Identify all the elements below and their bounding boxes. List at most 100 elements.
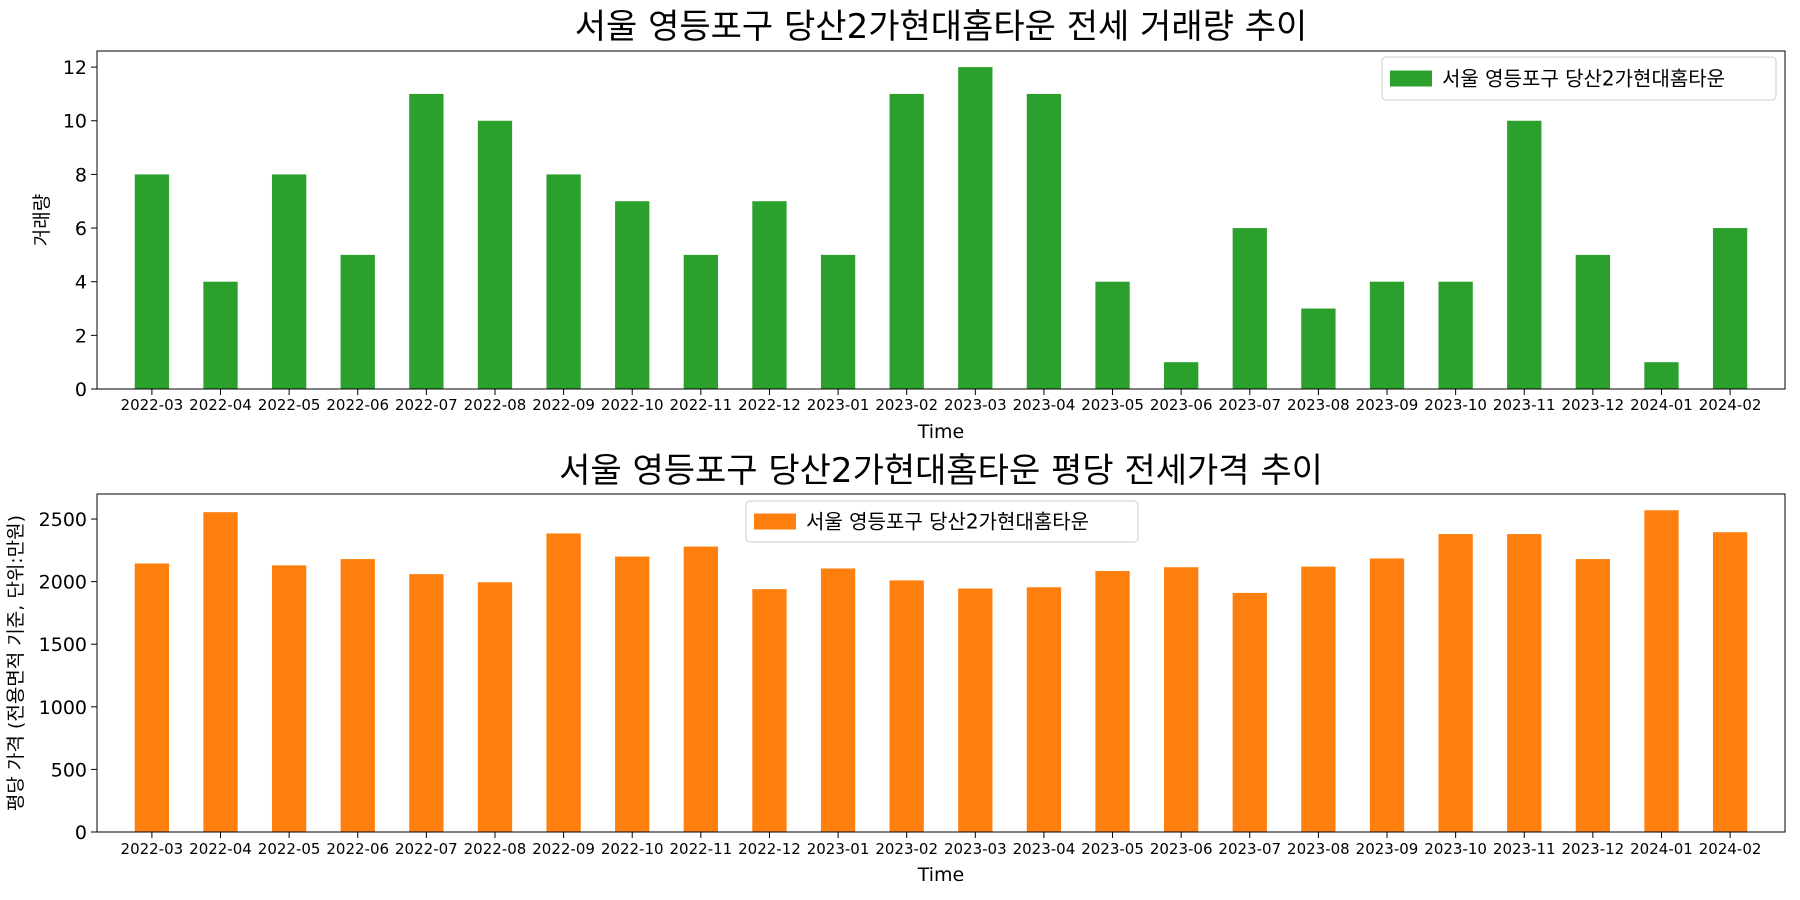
x-tick-label: 2023-11 (1493, 840, 1556, 858)
x-tick-label: 2022-11 (669, 840, 732, 858)
x-tick-label: 2024-02 (1699, 396, 1762, 414)
x-tick-label: 2023-02 (875, 840, 938, 858)
x-tick-label: 2024-01 (1630, 840, 1693, 858)
bar (1438, 534, 1473, 832)
x-tick-label: 2022-05 (258, 396, 321, 414)
bar (203, 281, 238, 389)
x-tick-label: 2023-01 (807, 840, 870, 858)
x-tick-label: 2023-10 (1424, 396, 1487, 414)
x-tick-label: 2023-12 (1562, 840, 1625, 858)
x-tick-label: 2023-03 (944, 840, 1007, 858)
x-tick-label: 2022-03 (121, 396, 184, 414)
x-axis-label: Time (917, 864, 965, 886)
x-tick-label: 2023-06 (1150, 396, 1213, 414)
chart-title: 서울 영등포구 당산2가현대홈타운 평당 전세가격 추이 (559, 451, 1323, 491)
bar (134, 174, 170, 389)
bar (1164, 362, 1199, 389)
legend-swatch (754, 513, 796, 530)
legend: 서울 영등포구 당산2가현대홈타운 (745, 500, 1139, 543)
bar (477, 120, 513, 389)
bar (271, 565, 307, 832)
bar (683, 254, 718, 389)
bar (820, 254, 856, 389)
bar (1575, 559, 1611, 832)
bar (958, 67, 993, 389)
bar (546, 174, 581, 389)
x-tick-label: 2022-12 (738, 396, 801, 414)
y-axis-label: 평당 가격 (전용면적 기준, 단위:만원) (5, 515, 27, 811)
bar (1644, 362, 1679, 389)
bar (1232, 228, 1267, 389)
bar (546, 533, 581, 832)
x-tick-label: 2022-06 (326, 396, 389, 414)
bar (1026, 587, 1062, 832)
bar (958, 588, 993, 832)
y-tick-label: 10 (63, 111, 87, 133)
legend-box (745, 500, 1139, 543)
legend-label: 서울 영등포구 당산2가현대홈타운 (1442, 67, 1725, 91)
x-tick-label: 2022-04 (189, 840, 252, 858)
bar (615, 556, 650, 832)
bar (203, 512, 238, 832)
y-axis-label: 거래량 (31, 194, 53, 246)
bar (340, 254, 375, 389)
x-axis-label: Time (917, 421, 965, 443)
chart-title: 서울 영등포구 당산2가현대홈타운 전세 거래량 추이 (575, 7, 1308, 47)
bar (1301, 566, 1336, 832)
bar (1164, 567, 1199, 832)
x-tick-label: 2023-05 (1081, 396, 1144, 414)
bar (752, 201, 787, 389)
x-tick-label: 2023-07 (1218, 840, 1281, 858)
bar (134, 563, 170, 832)
bar (1369, 281, 1405, 389)
x-tick-label: 2023-08 (1287, 840, 1350, 858)
bar (1644, 510, 1679, 832)
y-tick-label: 2000 (39, 572, 87, 594)
bar (1369, 558, 1405, 832)
x-tick-label: 2024-02 (1699, 840, 1762, 858)
bar (1026, 93, 1062, 390)
x-tick-label: 2023-08 (1287, 396, 1350, 414)
bar (1095, 570, 1130, 832)
x-tick-label: 2022-03 (121, 840, 184, 858)
x-tick-label: 2023-09 (1356, 840, 1419, 858)
bar (1301, 308, 1336, 389)
bar (340, 559, 375, 832)
bar (889, 580, 924, 832)
x-tick-label: 2023-07 (1218, 396, 1281, 414)
x-tick-label: 2023-11 (1493, 396, 1556, 414)
chart-2: 서울 영등포구 당산2가현대홈타운 평당 전세가격 추이 0 500 1000 1500… (5, 451, 1786, 886)
y-tick-label: 12 (63, 57, 87, 79)
x-tick-label: 2022-05 (258, 840, 321, 858)
bar (409, 574, 444, 832)
y-tick-label: 2500 (39, 509, 87, 531)
bar (409, 93, 444, 390)
plot-frame (96, 50, 1786, 390)
x-tick-label: 2022-06 (326, 840, 389, 858)
legend-swatch (1390, 70, 1432, 87)
x-tick-label: 2022-10 (601, 396, 664, 414)
x-tick-label: 2022-08 (464, 840, 527, 858)
legend-box (1381, 56, 1777, 101)
x-tick-label: 2022-04 (189, 396, 252, 414)
x-tick-label: 2022-12 (738, 840, 801, 858)
bar (271, 174, 307, 389)
bar (1438, 281, 1473, 389)
x-tick-label: 2023-05 (1081, 840, 1144, 858)
x-tick-label: 2023-01 (807, 396, 870, 414)
y-tick-label: 1000 (39, 697, 87, 719)
legend: 서울 영등포구 당산2가현대홈타운 (1381, 56, 1777, 101)
x-tick-label: 2023-04 (1013, 396, 1076, 414)
x-tick-label: 2023-09 (1356, 396, 1419, 414)
x-tick-label: 2022-07 (395, 840, 458, 858)
bar (1232, 592, 1267, 832)
bar (752, 589, 787, 832)
y-tick-label: 0 (75, 379, 87, 401)
x-tick-label: 2024-01 (1630, 396, 1693, 414)
x-tick-label: 2023-06 (1150, 840, 1213, 858)
bar (1712, 532, 1748, 832)
y-tick-label: 1500 (39, 634, 87, 656)
x-tick-label: 2023-12 (1562, 396, 1625, 414)
bar (615, 201, 650, 389)
plot-frame (96, 493, 1786, 833)
